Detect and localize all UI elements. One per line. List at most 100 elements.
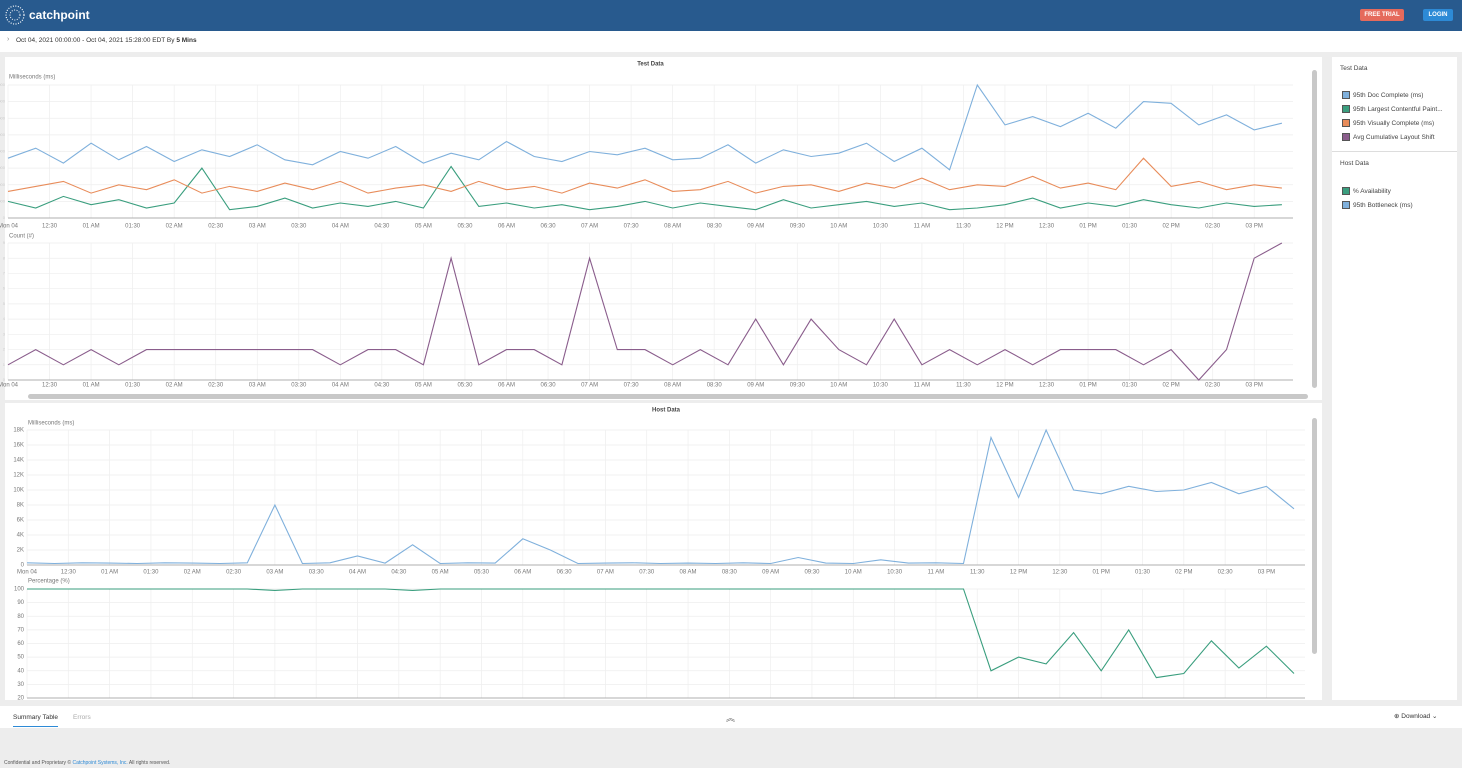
y-tick-label: 20 bbox=[17, 696, 24, 702]
x-tick-label: 09 AM bbox=[747, 383, 764, 389]
legend-item[interactable]: Avg Cumulative Layout Shift bbox=[1342, 133, 1435, 141]
x-tick-label: 01 PM bbox=[1093, 570, 1110, 576]
collapse-button[interactable]: ︽ bbox=[726, 713, 736, 723]
tab[interactable]: Summary Table bbox=[13, 714, 59, 727]
y-axis-label: Percentage (%) bbox=[28, 579, 70, 585]
x-tick-label: 08 AM bbox=[664, 383, 681, 389]
footer-text: Confidential and Proprietary © bbox=[4, 760, 72, 766]
expand-arrow[interactable]: › bbox=[7, 36, 10, 43]
x-tick-label: 12:30 bbox=[1052, 570, 1068, 576]
y-tick-label: 30 bbox=[17, 682, 24, 688]
x-tick-label: 03 PM bbox=[1246, 383, 1263, 389]
y-tick-label: 5000 bbox=[0, 132, 6, 137]
legend-item[interactable]: 95th Visually Complete (ms) bbox=[1342, 119, 1434, 127]
legend-label: 95th Bottleneck (ms) bbox=[1353, 201, 1413, 209]
x-tick-label: 10 AM bbox=[845, 570, 862, 576]
legend-label: 95th Doc Complete (ms) bbox=[1353, 91, 1424, 99]
y-tick-label: 8 bbox=[3, 255, 6, 260]
y-tick-label: 2000 bbox=[0, 182, 6, 187]
y-tick-label: 8K bbox=[17, 503, 24, 509]
y-tick-label: 8000 bbox=[0, 82, 6, 87]
x-tick-label: 01:30 bbox=[125, 383, 141, 389]
legend-label: % Availability bbox=[1353, 187, 1391, 195]
y-tick-label: 4 bbox=[3, 316, 6, 321]
legend-label: Avg Cumulative Layout Shift bbox=[1353, 133, 1435, 141]
x-tick-label: 01 AM bbox=[101, 570, 118, 576]
x-tick-label: 07 AM bbox=[581, 383, 598, 389]
y-tick-label: 18K bbox=[13, 428, 24, 434]
sidebar: Test Data Host Data bbox=[1332, 57, 1457, 700]
x-tick-label: 12:30 bbox=[61, 570, 77, 576]
x-tick-label: 07 AM bbox=[581, 224, 598, 230]
logo-text[interactable]: catchpoint bbox=[29, 8, 90, 22]
login-button[interactable]: LOGIN bbox=[1423, 9, 1453, 21]
footer-link[interactable]: Catchpoint Systems, Inc. bbox=[72, 760, 128, 766]
legend-item[interactable]: 95th Bottleneck (ms) bbox=[1342, 201, 1413, 209]
y-tick-label: 5 bbox=[3, 301, 6, 306]
x-tick-label: 09:30 bbox=[804, 570, 820, 576]
x-tick-label: 06 AM bbox=[498, 224, 515, 230]
y-tick-label: 0 bbox=[3, 377, 6, 382]
x-tick-label: 10 AM bbox=[830, 224, 847, 230]
legend-swatch bbox=[1342, 187, 1350, 195]
x-tick-label: 12:30 bbox=[42, 383, 58, 389]
y-tick-label: 6 bbox=[3, 286, 6, 291]
x-tick-label: 04:30 bbox=[374, 224, 390, 230]
x-tick-label: Mon 04 bbox=[17, 570, 38, 576]
y-tick-label: 4000 bbox=[0, 149, 6, 154]
x-tick-label: 08 AM bbox=[680, 570, 697, 576]
y-tick-label: 12K bbox=[13, 473, 24, 479]
footer: Confidential and Proprietary © Catchpoin… bbox=[4, 760, 170, 766]
series-line bbox=[27, 588, 1295, 679]
x-tick-label: 02:30 bbox=[1205, 224, 1221, 230]
legend-swatch bbox=[1342, 119, 1350, 127]
x-tick-label: 12:30 bbox=[1039, 224, 1055, 230]
y-tick-label: 1 bbox=[3, 362, 6, 367]
download-button[interactable]: ⊕ Download ⌄ bbox=[1394, 713, 1438, 720]
free-trial-button[interactable]: FREE TRIAL bbox=[1360, 9, 1404, 21]
x-tick-label: 05 AM bbox=[415, 224, 432, 230]
legend-swatch bbox=[1342, 91, 1350, 99]
x-tick-label: 01 AM bbox=[83, 224, 100, 230]
y-tick-label: 0 bbox=[3, 215, 6, 220]
tab[interactable]: Errors bbox=[73, 714, 91, 721]
x-tick-label: 06:30 bbox=[541, 383, 557, 389]
x-tick-label: 02:30 bbox=[226, 570, 242, 576]
test-panel bbox=[5, 57, 1322, 400]
interval: 5 Mins bbox=[176, 37, 197, 44]
x-tick-label: 08:30 bbox=[707, 224, 723, 230]
legend-item[interactable]: 95th Doc Complete (ms) bbox=[1342, 91, 1423, 99]
y-tick-label: 9 bbox=[3, 240, 6, 245]
x-tick-label: 05:30 bbox=[457, 383, 473, 389]
y-tick-label: 3000 bbox=[0, 165, 6, 170]
legend-item[interactable]: % Availability bbox=[1342, 187, 1391, 195]
x-tick-label: 02 PM bbox=[1162, 224, 1179, 230]
legend-swatch bbox=[1342, 133, 1350, 141]
x-tick-label: 05 AM bbox=[415, 383, 432, 389]
x-tick-label: 02:30 bbox=[208, 224, 224, 230]
header: catchpoint FREE TRIAL LOGIN bbox=[0, 0, 1462, 31]
x-tick-label: Mon 04 bbox=[0, 224, 19, 230]
date-range: Oct 04, 2021 00:00:00 - Oct 04, 2021 15:… bbox=[16, 37, 197, 44]
y-axis-label: Count (#) bbox=[9, 234, 34, 240]
x-tick-label: 02 PM bbox=[1175, 570, 1192, 576]
x-tick-label: 02 AM bbox=[166, 224, 183, 230]
series-line bbox=[7, 83, 1283, 171]
x-tick-label: 02 AM bbox=[166, 383, 183, 389]
logo-icon bbox=[5, 5, 25, 25]
x-tick-label: 09 AM bbox=[747, 224, 764, 230]
legend-item[interactable]: 95th Largest Contentful Paint... bbox=[1342, 105, 1443, 113]
x-tick-label: 08:30 bbox=[722, 570, 738, 576]
x-tick-label: 03 AM bbox=[249, 224, 266, 230]
y-tick-label: 80 bbox=[17, 614, 24, 620]
y-tick-label: 6K bbox=[17, 518, 24, 524]
x-tick-label: 01 AM bbox=[83, 383, 100, 389]
y-tick-label: 70 bbox=[17, 627, 24, 633]
chart-title: Host Data bbox=[652, 408, 681, 414]
x-tick-label: 02 AM bbox=[184, 570, 201, 576]
series-line bbox=[26, 428, 1295, 565]
x-tick-label: 02:30 bbox=[208, 383, 224, 389]
scrollbar bbox=[1312, 418, 1317, 654]
